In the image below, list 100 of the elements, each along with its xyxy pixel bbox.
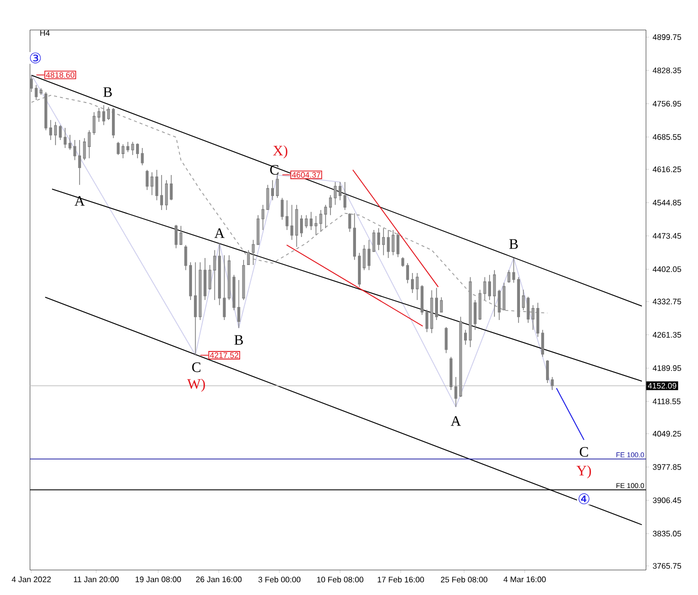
y-tick-label: 4118.55: [652, 398, 681, 404]
candlestick: [83, 138, 86, 160]
candlestick: [488, 274, 492, 300]
candlestick: [492, 270, 496, 318]
candlestick: [406, 262, 410, 284]
y-tick-label: 4261.35: [652, 332, 682, 338]
candlestick: [450, 356, 452, 390]
candlestick: [218, 242, 221, 306]
candlestick: [174, 224, 178, 249]
candlestick: [464, 329, 467, 346]
candlestick: [300, 214, 303, 238]
candlestick: [261, 204, 264, 230]
annotation: ④: [578, 493, 590, 504]
y-tick-label: 4332.75: [652, 298, 682, 304]
annotation: 4604.37: [292, 172, 320, 178]
line-series: [30, 74, 553, 408]
candlestick: [204, 258, 206, 300]
candlestick: [146, 169, 149, 190]
candlestick: [92, 112, 96, 136]
candlestick: [368, 239, 370, 271]
candlestick: [107, 106, 110, 120]
y-tick-label: 4828.35: [652, 68, 682, 74]
candlestick: [276, 174, 279, 198]
candlestick: [40, 88, 42, 96]
x-tick-label: 26 Jan 16:00: [196, 576, 242, 582]
candlestick: [338, 182, 342, 201]
candlestick: [532, 304, 534, 330]
x-tick-label: 25 Feb 08:00: [440, 576, 488, 582]
annotation: X): [273, 145, 288, 158]
annotation: B: [103, 87, 112, 97]
annotation: A: [214, 228, 225, 238]
y-tick-label: 4685.55: [652, 134, 682, 140]
candlestick: [310, 211, 313, 230]
y-tick-label: 4473.45: [652, 233, 682, 239]
candlestick: [97, 107, 100, 122]
y-tick-label: 4189.95: [652, 365, 682, 371]
annotation: B: [234, 335, 243, 345]
candlestick: [502, 282, 506, 311]
candlestick: [179, 225, 182, 246]
y-tick-label: 4616.25: [652, 166, 682, 172]
candlestick: [353, 212, 356, 260]
candlestick: [30, 74, 33, 92]
y-tick-label: 3765.75: [652, 563, 682, 569]
candlestick: [343, 182, 346, 210]
candlestick: [122, 144, 124, 159]
y-tick-label: 4049.25: [652, 430, 682, 437]
annotation: ③: [30, 52, 41, 64]
annotation: W): [187, 378, 205, 392]
candlestick: [232, 274, 236, 311]
candlestick: [507, 270, 510, 284]
candlestick: [242, 259, 246, 300]
x-tick-label: 11 Jan 20:00: [74, 576, 119, 582]
candlestick: [54, 121, 57, 146]
candlestick: [112, 107, 115, 139]
y-tick-label: 3835.05: [652, 530, 682, 536]
x-tick-label: 10 Feb 08:00: [317, 576, 364, 582]
candlestick: [435, 287, 438, 320]
candlestick: [160, 174, 164, 210]
candlestick: [420, 284, 424, 316]
annotation: A: [450, 416, 461, 426]
y-tick-label: 4402.05: [652, 266, 682, 272]
annotation: B: [509, 239, 518, 249]
x-tick-label: 4 Mar 16:00: [504, 576, 546, 582]
candlestick: [314, 216, 318, 236]
x-tick-label: 17 Feb 16:00: [378, 576, 424, 582]
x-tick-label: 19 Jan 08:00: [136, 576, 181, 582]
candlestick: [478, 289, 482, 320]
candlestick: [425, 309, 428, 333]
candlestick: [410, 272, 414, 294]
ref-line-label: 4152.09: [648, 382, 676, 389]
candlestick: [286, 200, 288, 230]
annotation: C: [270, 165, 278, 175]
y-tick-label: 3906.45: [652, 497, 682, 504]
annotation: A: [74, 196, 85, 206]
x-tick-label: 4 Jan 2022: [12, 576, 51, 582]
candlestick: [328, 194, 332, 216]
y-tick-label: 4899.75: [652, 34, 682, 40]
candlestick: [140, 148, 144, 166]
candlestick: [136, 142, 139, 159]
annotation: Y): [576, 465, 591, 478]
candlestick: [246, 250, 250, 266]
candlestick: [546, 360, 549, 384]
candlestick: [396, 232, 400, 258]
candlestick: [512, 258, 516, 284]
candlestick: [164, 180, 168, 210]
candlestick: [444, 326, 448, 354]
candlestick: [517, 276, 520, 324]
y-tick-label: 4756.95: [652, 100, 682, 107]
candlestick: [228, 254, 231, 300]
candlestick: [68, 134, 72, 150]
candlestick: [78, 140, 82, 186]
candlestick: [271, 180, 274, 201]
x-tick-label: 3 Feb 00:00: [258, 576, 300, 582]
candlestick: [392, 230, 395, 256]
candlestick: [474, 300, 477, 330]
annotation: 4217.52: [210, 352, 238, 358]
annotation: 4818.60: [46, 72, 74, 78]
candlestick: [256, 214, 260, 246]
chart-title: H4: [40, 30, 50, 36]
candlestick: [150, 172, 154, 196]
